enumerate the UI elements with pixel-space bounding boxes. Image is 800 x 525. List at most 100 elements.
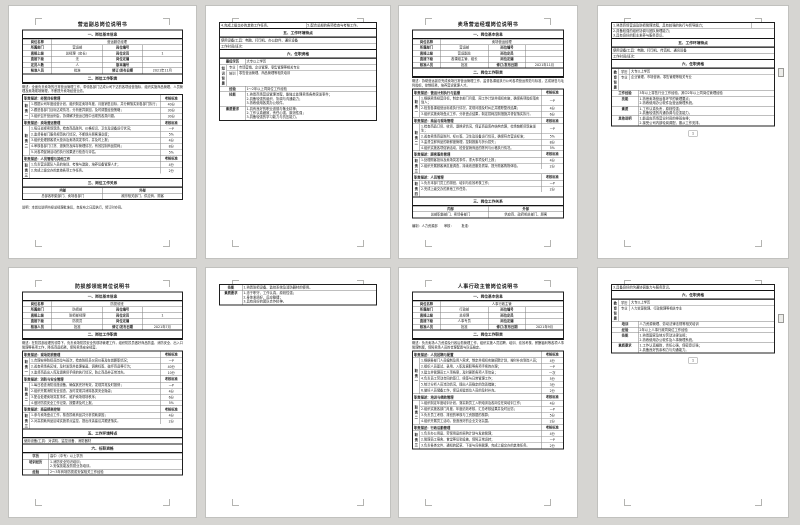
duty-sub-label: 专业 xyxy=(619,74,630,80)
table-row: 岗位名称 防损领班 xyxy=(23,301,182,307)
duty-item: 3.监督商品出入库及退换货手续的执行情况，防止商品非正常流失。 10分 xyxy=(30,369,182,376)
table-cell xyxy=(525,307,564,313)
table-cell xyxy=(142,318,182,324)
weight-cell: 2分 xyxy=(541,163,563,169)
duty-description-label: 职责描述：商品与现场管理 xyxy=(414,119,454,124)
duty-items: 学历 大专以上学历 专业 企业管理、市场营销、零售管理等相关专业 xyxy=(618,69,774,91)
duty-description-label: 职责描述：经营目标管理 xyxy=(24,96,61,101)
table-row: 工作时间/班次： xyxy=(612,53,774,59)
table-cell: 总部各职能部门、卖场各部门 xyxy=(41,194,85,199)
duty-item: 2.检查各课组营运标准执行情况，发现问题及时纠正并跟踪整改结果； 4分 xyxy=(420,105,563,112)
duty-items: 1.负责办公用品、劳保用品的采购计划与发放管理； 4分 2.管理员工宿舍、食堂等后勤… xyxy=(419,430,563,449)
overview-paragraph: 概述：负责卖场人力资源及行政后勤管理工作，组织实施人员招聘、培训、绩效考核、薪酬… xyxy=(412,341,564,350)
weight-cell: 4分 xyxy=(160,412,182,419)
page-number-box: 1 xyxy=(688,357,698,364)
weight-cell: 一P xyxy=(160,357,182,364)
duty-item-text: 2.巡查卖场各区域，及时发现并处理偷盗、调换标签、破坏商品等行为； xyxy=(31,364,134,369)
weight-cell: 5% xyxy=(160,400,182,406)
table-cell: 岗位编号 xyxy=(102,45,142,51)
table-row: 核准人员 批准 修订/发布日期 2021年9月 xyxy=(413,323,564,330)
duty-item-text: 4.负责员工劳动合同的签订、续签与日常管理工作； xyxy=(421,376,495,381)
weight-cell: 一P xyxy=(541,363,563,370)
doc-title: 人事行政主管岗位说明书 xyxy=(457,284,519,290)
duty-group-row: 知识背景 专业 市场营销、企业管理、零售管理等相关专业 培训 零售营运管理、商品管理等相… xyxy=(220,64,376,86)
table-cell: 最低学历 xyxy=(225,59,240,64)
table-cell: 1.具有良好的职业道德与敬业精神； 2.工作认真细致，责任心强，原则性强； 3.… xyxy=(244,106,376,120)
table-cell: 所属部门 xyxy=(419,45,434,50)
table-row: 技能 1.熟悉国家及地方劳动法律法规； 2.熟练使用办公软件及人事管理系统。 xyxy=(612,332,774,343)
table-row: 培训 人力资源管理、劳动法律法规等相关培训 xyxy=(612,321,774,327)
table-cell: 人 xyxy=(51,62,103,68)
table-row: 直接上级 防损部经理 岗位定员 1 xyxy=(23,312,182,319)
table-cell: 2年以上人事行政同岗位工作经验 xyxy=(637,327,774,333)
duty-item-text: 3.监督商品出入库及退换货手续的执行情况，防止商品非正常流失。 xyxy=(31,370,127,375)
duty-item: 4.组织实施各项促销活动，检查促销商品的陈列与价格执行情况。 5% xyxy=(420,144,563,151)
duty-item-text: 1.根据各部门人员编制及用人需求，制定并组织实施招聘计划，按时补充到岗人员； xyxy=(421,358,540,363)
page-8-content: 3.具备良好的沟通协调能力与服务意识。 六、任职资格 教育背景 学历 大专以上学历 专业人… xyxy=(611,284,775,364)
weight-cell: 2分 xyxy=(541,186,563,192)
duty-header-row: 职责描述：培训与绩效管理 考核标准 xyxy=(413,393,563,400)
weight-cell: 5% xyxy=(160,132,182,138)
duty-description-label: 职责描述：营运计划执行与监督 xyxy=(414,90,461,95)
duty-items: 1.组织制定年度培训计划，落实新员工入职培训及各岗位在岗培训工作； 4分 2.组织实… xyxy=(419,400,563,424)
section-header: 六、任职资格 xyxy=(612,290,774,300)
weight-cell: 5% xyxy=(160,149,182,155)
page-5-content: 防损部领班岗位说明书 一、岗位基本信息 岗位名称 防损领班 所属部门 防损部 岗位编号 直接上… xyxy=(22,282,183,477)
margin-crop-mark xyxy=(232,499,239,506)
table-cell: 岗位定员 xyxy=(488,312,526,319)
page-1[interactable]: 营运副总岗位说明书 一、岗位基本信息 岗位名称 营运副总经理 所属部门 营运部 岗位编号 直接… xyxy=(8,5,197,259)
margin-crop-mark xyxy=(624,280,631,287)
page-2[interactable]: 4.完成上级交办的其他工作任务。 5.配合总部的各项检查与考核工作。 五、工作环境特… xyxy=(205,5,391,259)
section-header: 一、岗位基本信息 xyxy=(23,31,182,39)
duty-item-text: 2.完成上级交办的其他工作任务。 xyxy=(421,186,469,191)
duty-description-label: 职责描述：培训与绩效管理 xyxy=(414,395,454,400)
table-cell: 岗位定编 xyxy=(488,56,526,62)
duty-item: 1.负责办公用品、劳保用品的采购计划与发放管理； 4分 xyxy=(420,430,563,437)
table-cell: 直接下级 xyxy=(30,319,44,324)
weight-cell: 一P xyxy=(541,95,563,106)
table-cell: 岗位定编 xyxy=(102,318,142,324)
weight-cell: 3分 xyxy=(541,381,563,388)
duty-item-text: 5.统计分析人员流动情况，提出人员稳定的改善措施； xyxy=(421,382,498,387)
table-cell: 直接下级 xyxy=(30,57,44,62)
table-row: 定员人数 人版本编号 xyxy=(23,61,182,68)
table-cell: 2.具备较强的组织协调与团队管理能力； 3.具有良好的职业素养与服务意识。 xyxy=(613,29,673,38)
duty-item: 2.组织开展消防安全巡查，及时发现并消除各类安全隐患； 4分 xyxy=(30,387,182,394)
section-header: 三、岗位工作关系 xyxy=(23,177,182,188)
table-row: 3.具备良好的沟通协调能力与服务意识。 xyxy=(612,285,774,290)
table-cell: 内部 xyxy=(59,188,67,193)
page-4[interactable]: 1.熟悉商场营运及防损管理流程，具有较强的执行与督导能力； 2.具备较强的组织协调… xyxy=(597,5,789,259)
duty-header-row: 职责描述：行政后勤管理 考核标准 xyxy=(413,423,563,431)
margin-crop-mark xyxy=(425,499,432,506)
duty-group-row: 职责四 1.负责本部门员工的排班、培训与绩效考核工作； 一P 2.完成上级交办的其他工… xyxy=(413,179,563,197)
weight-cell: 一P xyxy=(541,406,563,412)
table-cell: 修订/发布日期 xyxy=(488,324,526,330)
table-cell: 2021年9月 xyxy=(525,324,564,330)
table-row: 最低学历 大专以上学历 xyxy=(220,58,376,65)
duty-group-row: 职责一 1.合理安排防损员岗位与班次，检查防损员仪容仪表及在岗履职情况； 一P 2.巡… xyxy=(23,357,182,376)
page-8[interactable]: 3.具备良好的沟通协调能力与服务意识。 六、任职资格 教育背景 学历 大专以上学历 专业人… xyxy=(597,267,789,518)
duty-item-text: 1.组织制定年度培训计划，落实新员工入职培训及各岗位在岗培训工作； xyxy=(421,400,524,405)
margin-crop-mark xyxy=(35,18,42,25)
table-cell xyxy=(142,56,182,62)
duty-item-text: 2.组织开展顾客满意度调查，持续改进服务质量，提升顾客购物体验。 xyxy=(421,163,520,168)
table-cell: 岗位名称 xyxy=(30,302,44,306)
table-row: 经验 2年以上人事行政同岗位工作经验 xyxy=(612,326,774,333)
table-cell: 3.具备良好的沟通协调能力与服务意识。 xyxy=(613,285,673,290)
page-6[interactable]: 技能 1.熟悉防损设备、监控系统及消防器材的使用。 素质要求 1.忠于职守，工作认真，… xyxy=(205,267,391,518)
page-7[interactable]: 人事行政主管岗位说明书 一、岗位基本信息 岗位名称 人事行政主管 所属部门 行政部 岗位编号… xyxy=(398,267,578,518)
table-cell: 内部 xyxy=(447,206,454,211)
margin-crop-mark xyxy=(35,499,42,506)
page-3[interactable]: 卖场营运经理岗位说明书 一、岗位基本信息 岗位名称 卖场营运经理 所属部门 营运部 岗位编号… xyxy=(398,5,578,259)
table-cell: 2021年7月 xyxy=(142,324,182,330)
duty-group-row: 职责三 1.参与卖场盘点工作，核查损耗商品并分析损耗原因； 4分 2.对高损耗商品区域… xyxy=(23,412,182,429)
duty-description-label: 职责描述：卖场营运管理 xyxy=(24,121,61,126)
page-5[interactable]: 防损部领班岗位说明书 一、岗位基本信息 岗位名称 防损领班 所属部门 防损部 岗位编号 直接上… xyxy=(8,267,197,518)
duty-item: 1.负责本部门员工的排班、培训与绩效考核工作； 一P xyxy=(420,180,563,186)
margin-crop-mark xyxy=(357,18,364,25)
table-cell: 修订/发布日期 xyxy=(488,62,526,68)
weight-cell: 4分 xyxy=(541,430,563,437)
table-cell: 岗位编号 xyxy=(488,45,526,51)
duty-item: 2.组织实施各部门月度、年度绩效考核，汇总考核结果并及时反馈； 一P xyxy=(420,405,563,412)
